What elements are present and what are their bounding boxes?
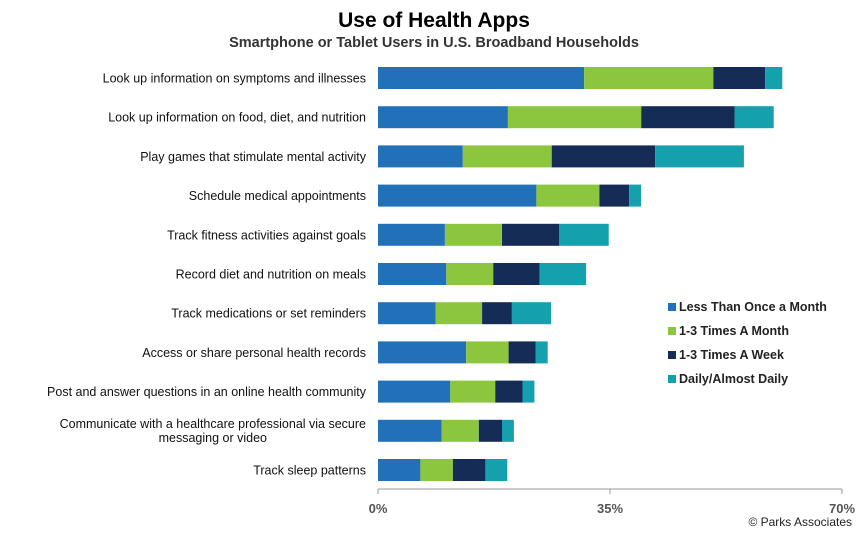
bar-segment-8-series-1 xyxy=(378,341,467,364)
bar-segment-2-series-2 xyxy=(507,106,642,129)
category-label-11: Track sleep patterns xyxy=(253,464,366,478)
bar-segment-1-series-2 xyxy=(584,67,714,89)
bar-segment-6-series-4 xyxy=(539,263,587,285)
category-label-8: Access or share personal health records xyxy=(142,346,366,360)
bar-segment-9-series-3 xyxy=(495,380,523,403)
bar-segment-5-series-2 xyxy=(444,223,502,246)
category-label-5: Track fitness activities against goals xyxy=(167,228,366,242)
bars-group xyxy=(378,67,783,481)
category-label-6: Record diet and nutrition on meals xyxy=(176,268,366,282)
bar-segment-10-series-2 xyxy=(441,419,479,442)
category-label-2: Look up information on food, diet, and n… xyxy=(108,111,366,125)
bar-segment-3-series-3 xyxy=(551,145,656,168)
x-axis-ticks: 0% 35% 70% xyxy=(369,489,855,516)
bar-segment-7-series-4 xyxy=(511,302,551,325)
bar-segment-5-series-3 xyxy=(502,223,559,246)
bar-segment-3-series-1 xyxy=(378,145,463,168)
bar-segment-10-series-1 xyxy=(378,419,442,442)
chart-subtitle: Smartphone or Tablet Users in U.S. Broad… xyxy=(229,35,639,51)
x-tick-label-3: 70% xyxy=(829,501,855,516)
legend-swatch-3 xyxy=(668,351,676,359)
bar-segment-8-series-2 xyxy=(466,341,509,364)
category-label-3: Play games that stimulate mental activit… xyxy=(140,150,367,164)
legend-label-3: 1-3 Times A Week xyxy=(679,348,784,362)
credit-text: © Parks Associates xyxy=(748,515,852,529)
bar-segment-9-series-2 xyxy=(450,380,496,403)
bar-segment-5-series-1 xyxy=(378,223,445,246)
bar-segment-11-series-1 xyxy=(378,459,421,481)
bar-segment-3-series-4 xyxy=(655,145,744,168)
bar-segment-1-series-1 xyxy=(378,67,585,89)
bar-segment-7-series-3 xyxy=(482,302,512,325)
bar-segment-10-series-3 xyxy=(478,419,502,442)
bar-segment-4-series-3 xyxy=(599,184,630,207)
bar-segment-8-series-4 xyxy=(535,341,548,364)
bar-segment-11-series-2 xyxy=(420,459,453,481)
bar-segment-2-series-1 xyxy=(378,106,508,129)
legend-swatch-4 xyxy=(668,375,676,383)
bar-segment-5-series-4 xyxy=(559,223,609,246)
category-labels: Look up information on symptoms and illn… xyxy=(47,72,367,478)
bar-segment-2-series-4 xyxy=(734,106,774,129)
bar-segment-2-series-3 xyxy=(641,106,735,129)
chart-title: Use of Health Apps xyxy=(338,9,530,32)
bar-segment-1-series-3 xyxy=(713,67,766,89)
bar-segment-8-series-3 xyxy=(508,341,536,364)
legend-label-2: 1-3 Times A Month xyxy=(679,324,789,338)
bar-segment-6-series-3 xyxy=(493,263,540,285)
bar-segment-4-series-4 xyxy=(629,184,642,207)
bar-segment-7-series-2 xyxy=(435,302,483,325)
bar-segment-10-series-4 xyxy=(502,419,514,442)
bar-segment-11-series-3 xyxy=(452,459,486,481)
x-tick-label-2: 35% xyxy=(597,501,623,516)
bar-segment-6-series-2 xyxy=(446,263,494,285)
bar-segment-4-series-2 xyxy=(536,184,600,207)
bar-segment-9-series-1 xyxy=(378,380,451,403)
legend-swatch-2 xyxy=(668,327,676,335)
legend-swatch-1 xyxy=(668,303,676,311)
bar-segment-1-series-4 xyxy=(765,67,783,89)
category-label-7: Track medications or set reminders xyxy=(171,307,366,321)
bar-segment-9-series-4 xyxy=(522,380,535,403)
x-tick-label-1: 0% xyxy=(369,501,388,516)
category-label-9: Post and answer questions in an online h… xyxy=(47,385,367,399)
bar-segment-4-series-1 xyxy=(378,184,537,207)
bar-segment-7-series-1 xyxy=(378,302,436,325)
bar-segment-6-series-1 xyxy=(378,263,447,285)
category-label-4: Schedule medical appointments xyxy=(189,189,366,203)
legend: Less Than Once a Month 1-3 Times A Month 1… xyxy=(668,300,827,386)
legend-label-1: Less Than Once a Month xyxy=(679,300,827,314)
category-label-10: Communicate with a healthcare profession… xyxy=(60,417,366,445)
legend-label-4: Daily/Almost Daily xyxy=(679,372,788,386)
bar-segment-3-series-2 xyxy=(462,145,552,168)
category-label-1: Look up information on symptoms and illn… xyxy=(103,72,366,86)
bar-segment-11-series-4 xyxy=(485,459,508,481)
